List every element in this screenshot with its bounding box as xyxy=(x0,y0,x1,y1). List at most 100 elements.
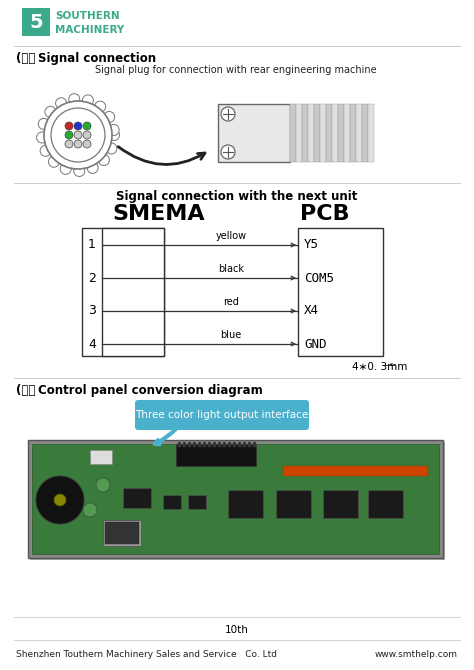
Bar xyxy=(102,228,164,356)
Text: Signal connection with the next unit: Signal connection with the next unit xyxy=(116,190,358,203)
Bar xyxy=(362,104,368,162)
Circle shape xyxy=(96,478,110,492)
Circle shape xyxy=(108,125,119,135)
Text: blue: blue xyxy=(220,330,242,340)
Bar xyxy=(253,442,256,447)
Circle shape xyxy=(83,122,91,130)
Text: red: red xyxy=(223,297,239,307)
Bar xyxy=(350,104,356,162)
Circle shape xyxy=(36,132,47,143)
Text: Shenzhen Touthern Machinery Sales and Service   Co. Ltd: Shenzhen Touthern Machinery Sales and Se… xyxy=(16,650,277,659)
Bar xyxy=(188,495,206,509)
Bar xyxy=(302,104,308,162)
Circle shape xyxy=(55,98,67,109)
Bar xyxy=(283,466,428,476)
Bar xyxy=(213,442,216,447)
Circle shape xyxy=(82,95,93,106)
Text: Signal connection: Signal connection xyxy=(38,52,156,65)
Bar xyxy=(344,104,350,162)
Bar xyxy=(193,442,196,447)
Bar xyxy=(22,8,50,36)
Bar xyxy=(323,490,358,518)
Bar xyxy=(123,488,151,508)
Circle shape xyxy=(74,165,85,176)
Circle shape xyxy=(109,129,119,141)
Circle shape xyxy=(38,119,49,129)
Bar xyxy=(368,104,374,162)
Text: 2: 2 xyxy=(88,271,96,285)
Circle shape xyxy=(51,108,105,162)
Bar xyxy=(103,520,141,546)
Circle shape xyxy=(74,140,82,148)
Text: black: black xyxy=(218,264,244,274)
Bar xyxy=(338,104,344,162)
Text: (三）: (三） xyxy=(16,384,36,397)
Circle shape xyxy=(83,503,97,517)
Bar xyxy=(176,444,256,466)
Circle shape xyxy=(69,94,80,105)
Text: COM5: COM5 xyxy=(304,271,334,285)
Text: ²: ² xyxy=(390,362,393,371)
Bar xyxy=(203,442,206,447)
Bar xyxy=(223,442,226,447)
Circle shape xyxy=(221,145,235,159)
Circle shape xyxy=(104,111,115,123)
Bar xyxy=(368,490,403,518)
Circle shape xyxy=(221,107,235,121)
Bar xyxy=(320,104,326,162)
Circle shape xyxy=(65,140,73,148)
FancyBboxPatch shape xyxy=(135,400,309,430)
Circle shape xyxy=(65,131,73,139)
Circle shape xyxy=(36,476,84,524)
Bar xyxy=(218,104,290,162)
Bar xyxy=(218,442,221,447)
Circle shape xyxy=(60,163,71,174)
Bar xyxy=(296,104,302,162)
FancyArrowPatch shape xyxy=(118,147,205,165)
Text: 4∗0. 3mm: 4∗0. 3mm xyxy=(352,362,407,372)
Text: 4: 4 xyxy=(88,338,96,350)
Bar xyxy=(233,442,236,447)
Text: 3: 3 xyxy=(88,304,96,318)
Bar xyxy=(248,442,251,447)
Bar xyxy=(198,442,201,447)
Circle shape xyxy=(44,101,112,169)
Text: SMEMA: SMEMA xyxy=(112,204,205,224)
Circle shape xyxy=(83,140,91,148)
Bar xyxy=(28,440,443,558)
Circle shape xyxy=(106,143,117,154)
Text: Signal plug for connection with rear engineering machine: Signal plug for connection with rear eng… xyxy=(95,65,377,75)
Text: (二）: (二） xyxy=(16,52,36,65)
Bar xyxy=(238,442,241,447)
Bar xyxy=(308,104,314,162)
Text: X4: X4 xyxy=(304,304,319,318)
Text: Y5: Y5 xyxy=(304,239,319,251)
Bar xyxy=(30,442,445,560)
Bar xyxy=(290,104,296,162)
Text: 10th: 10th xyxy=(225,625,249,635)
Circle shape xyxy=(74,122,82,130)
Bar xyxy=(228,442,231,447)
Text: Control panel conversion diagram: Control panel conversion diagram xyxy=(38,384,263,397)
Bar xyxy=(163,495,181,509)
Bar xyxy=(314,104,320,162)
Circle shape xyxy=(83,131,91,139)
Circle shape xyxy=(45,107,56,117)
Bar xyxy=(332,104,338,162)
Bar xyxy=(228,490,263,518)
Bar xyxy=(105,522,139,544)
Bar xyxy=(90,450,112,464)
Bar xyxy=(82,228,164,356)
Text: www.smthelp.com: www.smthelp.com xyxy=(375,650,458,659)
Circle shape xyxy=(65,122,73,130)
Bar xyxy=(276,490,311,518)
Bar xyxy=(178,442,181,447)
Circle shape xyxy=(95,101,106,112)
Bar xyxy=(243,442,246,447)
Bar xyxy=(32,444,439,554)
Text: GND: GND xyxy=(304,338,327,350)
Text: yellow: yellow xyxy=(216,231,246,241)
Text: Three color light output interface: Three color light output interface xyxy=(136,410,309,420)
Bar xyxy=(188,442,191,447)
Text: PCB: PCB xyxy=(300,204,350,224)
